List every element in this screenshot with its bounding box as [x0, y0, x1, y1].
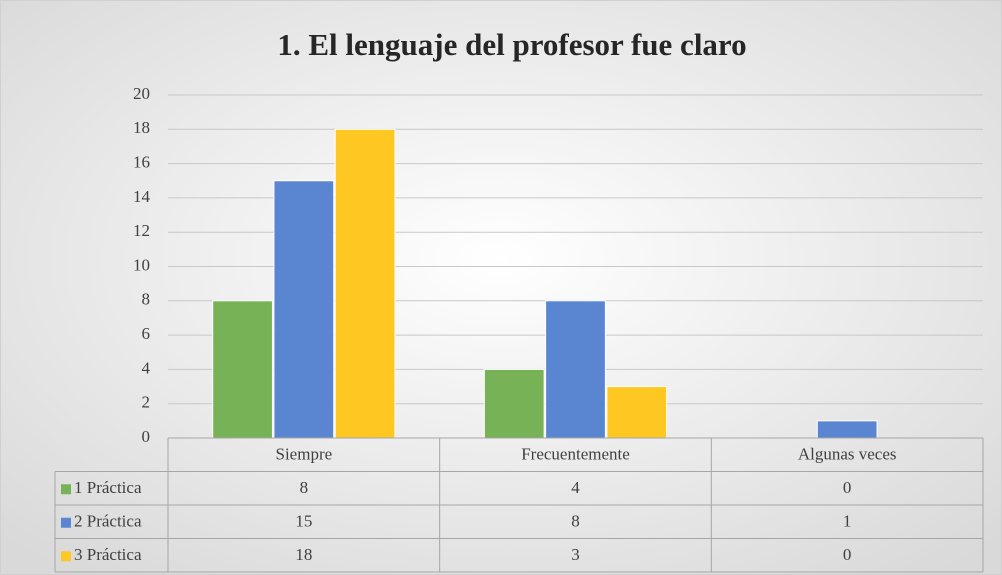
table-value: 8: [300, 478, 309, 497]
legend-key: [61, 484, 71, 495]
table-value: 4: [571, 478, 580, 497]
y-tick-label: 2: [142, 393, 151, 412]
table-value: 15: [295, 512, 312, 531]
y-tick-label: 6: [142, 324, 151, 343]
x-tick-label: Frecuentemente: [521, 445, 630, 464]
bar: [606, 386, 668, 439]
table-value: 3: [571, 545, 580, 564]
bar: [816, 420, 878, 439]
y-tick-label: 0: [142, 427, 151, 446]
y-tick-label: 14: [133, 187, 151, 206]
legend-key: [61, 551, 71, 562]
legend-label: 1 Práctica: [74, 478, 142, 497]
y-tick-label: 16: [133, 153, 150, 172]
y-tick-label: 18: [133, 118, 150, 137]
y-tick-label: 4: [142, 358, 151, 377]
table-value: 1: [843, 512, 852, 531]
bar: [483, 368, 545, 439]
y-tick-label: 10: [133, 255, 150, 274]
bar: [212, 300, 273, 439]
table-value: 18: [295, 545, 312, 564]
y-tick-label: 20: [133, 84, 150, 103]
legend-key: [61, 517, 71, 528]
y-tick-label: 8: [142, 290, 151, 309]
chart-title: 1. El lenguaje del profesor fue claro: [277, 27, 746, 62]
table-value: 0: [843, 478, 852, 497]
table-value: 8: [571, 512, 580, 531]
legend-label: 3 Práctica: [74, 545, 142, 564]
table-value: 0: [843, 545, 852, 564]
legend-label: 2 Práctica: [74, 512, 142, 531]
x-tick-label: Algunas veces: [798, 445, 897, 464]
bar: [334, 128, 396, 439]
bar: [273, 180, 335, 439]
x-tick-label: Siempre: [276, 445, 333, 464]
bar: [545, 300, 606, 439]
y-tick-label: 12: [133, 221, 150, 240]
